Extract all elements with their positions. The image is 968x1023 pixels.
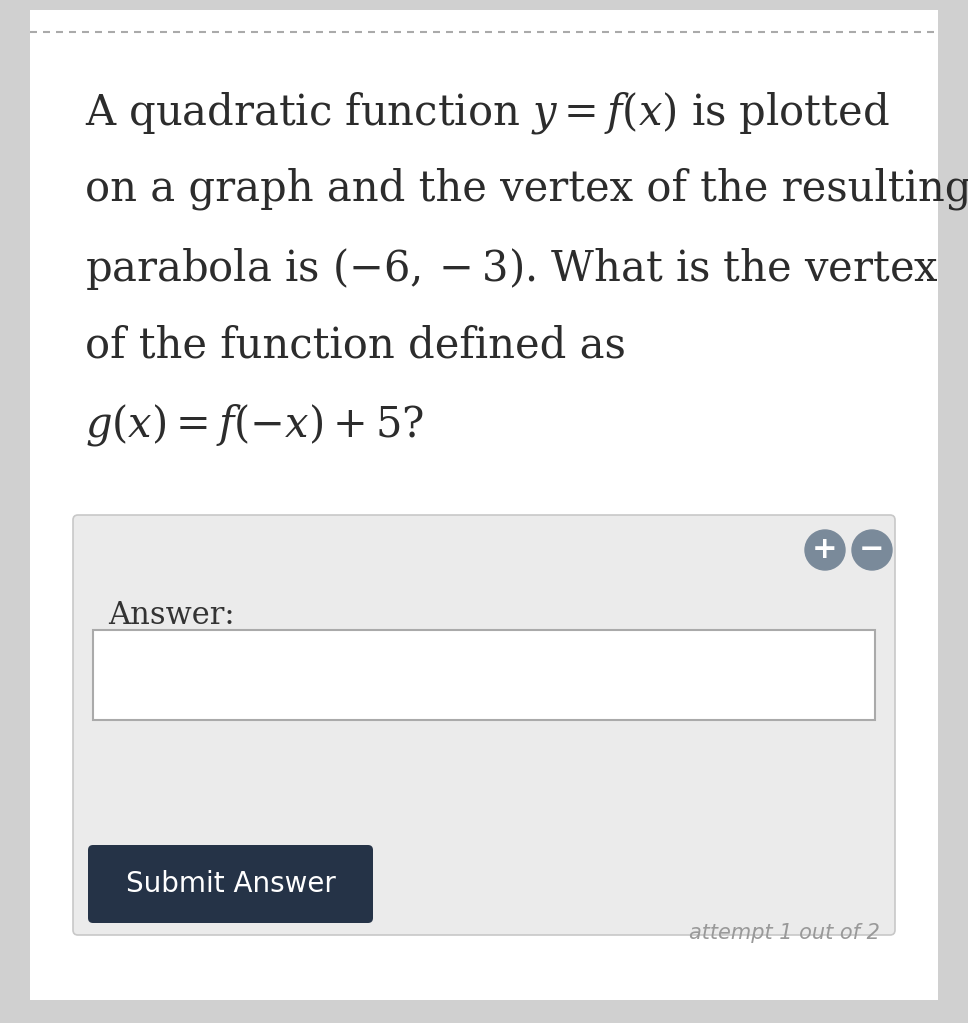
Text: parabola is $(-6, -3)$. What is the vertex: parabola is $(-6, -3)$. What is the vert…: [85, 246, 939, 292]
FancyBboxPatch shape: [88, 845, 373, 923]
Text: $g(x) = f(-x) + 5$?: $g(x) = f(-x) + 5$?: [85, 402, 424, 448]
Text: +: +: [812, 535, 838, 565]
Text: on a graph and the vertex of the resulting: on a graph and the vertex of the resulti…: [85, 168, 968, 211]
Text: −: −: [860, 535, 885, 565]
FancyBboxPatch shape: [73, 515, 895, 935]
Text: of the function defined as: of the function defined as: [85, 324, 626, 366]
Bar: [93, 630, 875, 720]
Circle shape: [852, 530, 892, 570]
Text: Answer:: Answer:: [108, 601, 234, 631]
Text: Submit Answer: Submit Answer: [126, 870, 336, 898]
Circle shape: [805, 530, 845, 570]
Text: attempt 1 out of 2: attempt 1 out of 2: [689, 923, 880, 943]
Text: A quadratic function $y = f(x)$ is plotted: A quadratic function $y = f(x)$ is plott…: [85, 90, 890, 136]
